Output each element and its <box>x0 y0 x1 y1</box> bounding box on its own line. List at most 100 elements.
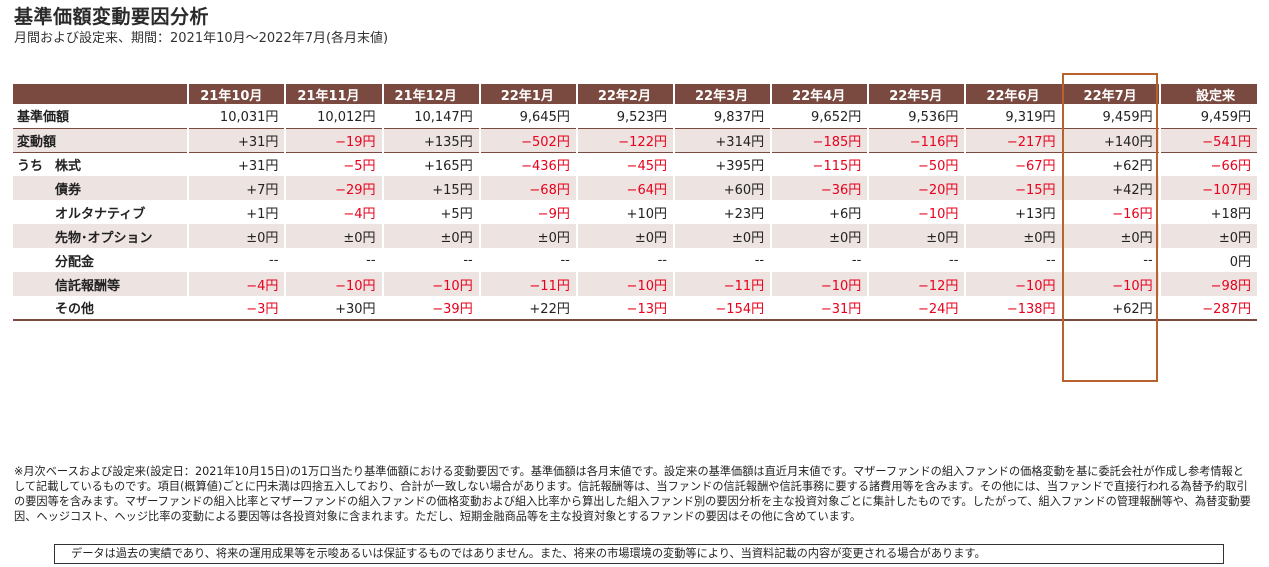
value-cell: -- <box>672 248 772 272</box>
value-cell: ±0円 <box>1061 224 1160 248</box>
value-cell: ±0円 <box>672 224 772 248</box>
value-cell: −10円 <box>770 272 869 296</box>
row-label: 信託報酬等 <box>13 272 189 296</box>
value-cell: ±0円 <box>770 224 869 248</box>
value-cell: ±0円 <box>284 224 383 248</box>
value-cell: −13円 <box>575 296 674 321</box>
row-label-text: 基準価額 <box>17 110 70 126</box>
row-label: 分配金 <box>13 248 188 272</box>
value-cell: 9,536円 <box>867 104 966 129</box>
value-cell: ±0円 <box>1158 224 1257 248</box>
value-cell: +6円 <box>770 200 869 224</box>
footnote-text: ※月次ベースおよび設定来(設定日：2021年10月15日)の1万口当たり基準価額… <box>14 465 1251 523</box>
header-corner-cell <box>13 84 189 104</box>
value-cell: 9,523円 <box>575 104 674 129</box>
value-cell: −15円 <box>964 176 1063 200</box>
value-cell: 9,837円 <box>672 104 772 129</box>
value-cell: +42円 <box>1061 176 1160 200</box>
value-cell: ±0円 <box>381 224 480 248</box>
row-label: 債券 <box>13 176 189 200</box>
column-header: 22年7月 <box>1061 84 1160 104</box>
value-cell: 10,031円 <box>187 104 286 129</box>
row-label: オルタナティブ <box>13 200 188 224</box>
value-cell: -- <box>575 248 674 272</box>
value-cell: +314円 <box>672 128 772 153</box>
row-label: うち 株式 <box>13 152 188 176</box>
value-cell: 9,645円 <box>478 104 577 129</box>
value-cell: +18円 <box>1158 200 1257 224</box>
disclaimer-box: データは過去の実績であり、将来の運用成果等を示唆あるいは保証するものではありませ… <box>54 544 1224 564</box>
value-cell: +13円 <box>964 200 1063 224</box>
row-label-text: その他 <box>55 302 95 317</box>
value-cell: −116円 <box>867 128 966 153</box>
row-prefix: うち <box>17 158 44 174</box>
table-header-row: 21年10月 21年11月 21年12月 22年1月 22年2月 22年3月 22年4月 22… <box>13 84 1257 104</box>
value-cell: -- <box>478 248 577 272</box>
row-label: 先物･オプション <box>13 224 189 248</box>
value-cell: 9,459円 <box>1061 104 1160 129</box>
value-cell: -- <box>187 248 286 272</box>
value-cell: -- <box>284 248 383 272</box>
value-cell: +7円 <box>187 176 286 200</box>
value-cell: +10円 <box>575 200 674 224</box>
column-header: 22年4月 <box>770 84 869 104</box>
value-cell: −185円 <box>770 128 869 153</box>
column-header: 21年12月 <box>381 84 480 104</box>
row-distribution: 分配金 -- -- -- -- -- -- -- -- -- -- 0円 <box>13 248 1257 272</box>
row-label-text: 変動額 <box>17 134 57 150</box>
value-cell: −436円 <box>478 152 577 176</box>
value-cell: −122円 <box>575 128 674 153</box>
value-cell: +62円 <box>1061 296 1160 321</box>
value-cell: +395円 <box>672 152 772 176</box>
row-label: 変動額 <box>13 128 189 153</box>
value-cell: −16円 <box>1061 200 1160 224</box>
row-bond: 債券 +7円 −29円 +15円 −68円 −64円 +60円 −36円 −20円 −15円 +42… <box>13 176 1257 200</box>
column-header: 設定来 <box>1158 84 1257 104</box>
page-subtitle: 月間および設定来、期間：2021年10月～2022年7月(各月末値) <box>14 31 389 46</box>
row-trust-fees: 信託報酬等 −4円 −10円 −10円 −11円 −10円 −11円 −10円 −12円 −10円… <box>13 272 1257 296</box>
value-cell: +5円 <box>381 200 480 224</box>
value-cell: −217円 <box>964 128 1063 153</box>
row-alternative: オルタナティブ +1円 −4円 +5円 −9円 +10円 +23円 +6円 −10円 +13円 −1… <box>13 200 1257 224</box>
value-cell: +22円 <box>478 296 577 321</box>
value-cell: −9円 <box>478 200 577 224</box>
row-label-text: 先物･オプション <box>55 230 153 246</box>
value-cell: −10円 <box>575 272 674 296</box>
value-cell: 9,459円 <box>1158 104 1257 129</box>
value-cell: -- <box>1061 248 1160 272</box>
value-cell: −19円 <box>284 128 383 153</box>
value-cell: +31円 <box>187 128 286 153</box>
column-header: 22年6月 <box>964 84 1063 104</box>
value-cell: 10,147円 <box>381 104 480 129</box>
value-cell: -- <box>867 248 966 272</box>
value-cell: -- <box>381 248 480 272</box>
value-cell: −541円 <box>1158 128 1257 153</box>
value-cell: −50円 <box>867 152 966 176</box>
value-cell: −287円 <box>1158 296 1257 321</box>
value-cell: −4円 <box>284 200 383 224</box>
row-label-text: 信託報酬等 <box>55 278 121 294</box>
value-cell: −11円 <box>672 272 772 296</box>
value-cell: +23円 <box>672 200 772 224</box>
row-futures-options: 先物･オプション ±0円 ±0円 ±0円 ±0円 ±0円 ±0円 ±0円 ±0円 ±0円 ±0円 ±0… <box>13 224 1257 248</box>
value-cell: −10円 <box>284 272 383 296</box>
value-cell: +1円 <box>187 200 286 224</box>
value-cell: −29円 <box>284 176 383 200</box>
column-header: 22年2月 <box>575 84 674 104</box>
value-cell: ±0円 <box>478 224 577 248</box>
value-cell: −12円 <box>867 272 966 296</box>
column-header: 22年1月 <box>478 84 577 104</box>
value-cell: +30円 <box>284 296 383 321</box>
row-label-text: 分配金 <box>55 254 95 270</box>
value-cell: -- <box>770 248 869 272</box>
value-cell: −68円 <box>478 176 577 200</box>
value-cell: −67円 <box>964 152 1063 176</box>
row-nav: 基準価額 10,031円 10,012円 10,147円 9,645円 9,523円 9,8… <box>13 104 1257 129</box>
value-cell: −31円 <box>770 296 869 321</box>
value-cell: −115円 <box>770 152 869 176</box>
column-header: 21年11月 <box>284 84 383 104</box>
value-cell: +62円 <box>1061 152 1160 176</box>
value-cell: −10円 <box>867 200 966 224</box>
value-cell: −66円 <box>1158 152 1257 176</box>
value-cell: −138円 <box>964 296 1063 321</box>
